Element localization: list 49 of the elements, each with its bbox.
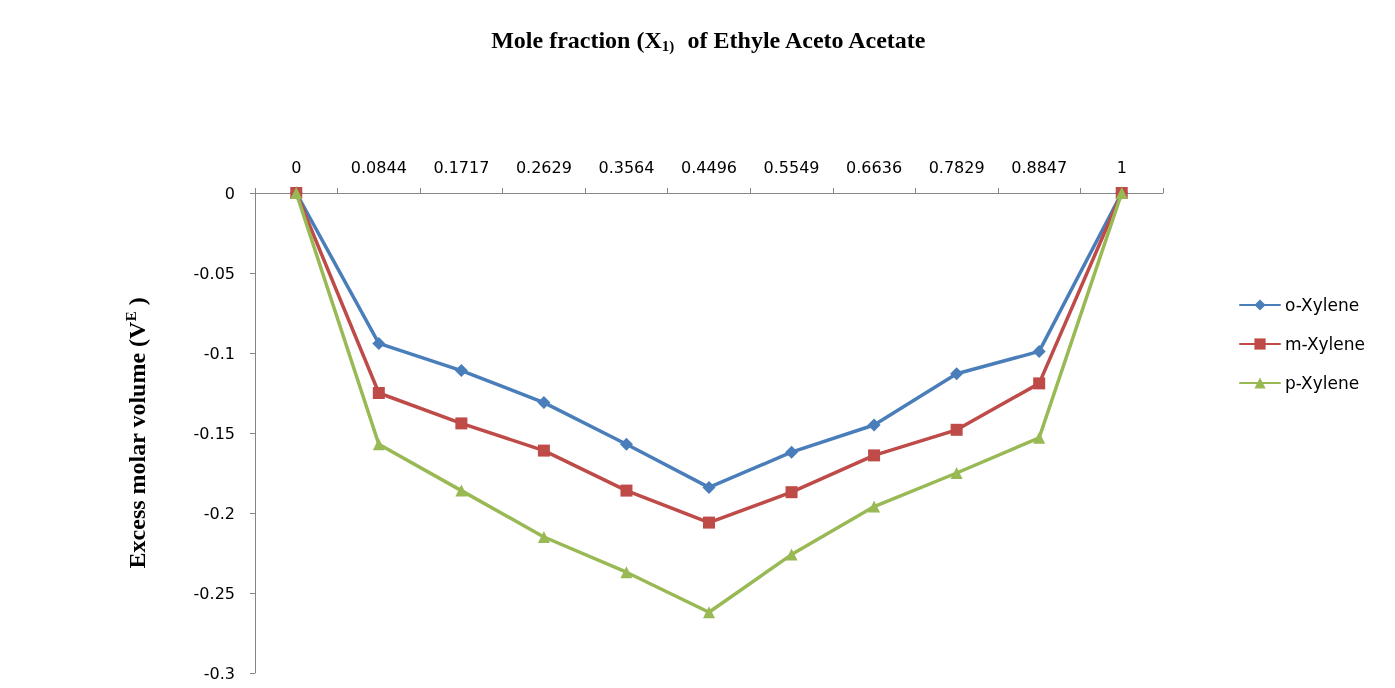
y-tick-label: -0.05 (193, 263, 235, 283)
x-tick-label: 0.4496 (681, 157, 737, 177)
point (702, 480, 716, 494)
point (1033, 377, 1046, 390)
y-tick-label: -0.25 (193, 583, 235, 603)
point (620, 484, 633, 497)
point (950, 467, 963, 479)
point (950, 423, 963, 436)
y-tick-label: 0 (224, 183, 235, 203)
point (868, 449, 881, 462)
y-tick-label: -0.3 (203, 663, 235, 683)
point (372, 336, 386, 350)
y-tick-label: -0.2 (203, 503, 235, 523)
point (537, 531, 550, 543)
point (454, 364, 468, 378)
point (950, 367, 964, 381)
x-tick-label: 0.8847 (1011, 157, 1068, 177)
legend-label: p-Xylene (1285, 373, 1360, 393)
point (455, 484, 468, 497)
legend-label: o-Xylene (1285, 295, 1360, 315)
point (703, 516, 715, 529)
x-tick-label: 0.0844 (350, 157, 407, 177)
point (619, 437, 633, 451)
point (372, 438, 385, 451)
y-tick-label: -0.15 (193, 423, 235, 443)
x-tick-label: 0.3564 (598, 157, 655, 177)
x-tick-label: 0.1717 (433, 157, 490, 177)
x-tick-label: 0.6636 (846, 157, 903, 177)
point (785, 548, 798, 561)
point (1032, 344, 1046, 358)
x-tick-label: 0.5549 (763, 157, 820, 177)
point (785, 486, 798, 499)
point (620, 566, 633, 579)
point (1033, 431, 1046, 444)
legend-label: m-Xylene (1285, 334, 1366, 354)
point (537, 444, 550, 457)
point (372, 387, 385, 399)
point (455, 417, 468, 430)
point (785, 445, 799, 459)
x-tick-label: 0.2629 (515, 157, 572, 177)
point (703, 606, 715, 619)
point (867, 418, 881, 432)
x-tick-label: 0.7829 (928, 157, 985, 177)
y-axis-title: Excess molar volume (VE ) (122, 297, 150, 569)
point (868, 500, 881, 513)
x-tick-label: 0 (291, 157, 302, 177)
y-tick-label: -0.1 (203, 343, 235, 363)
x-tick-label: 1 (1116, 157, 1127, 177)
point (537, 396, 551, 410)
